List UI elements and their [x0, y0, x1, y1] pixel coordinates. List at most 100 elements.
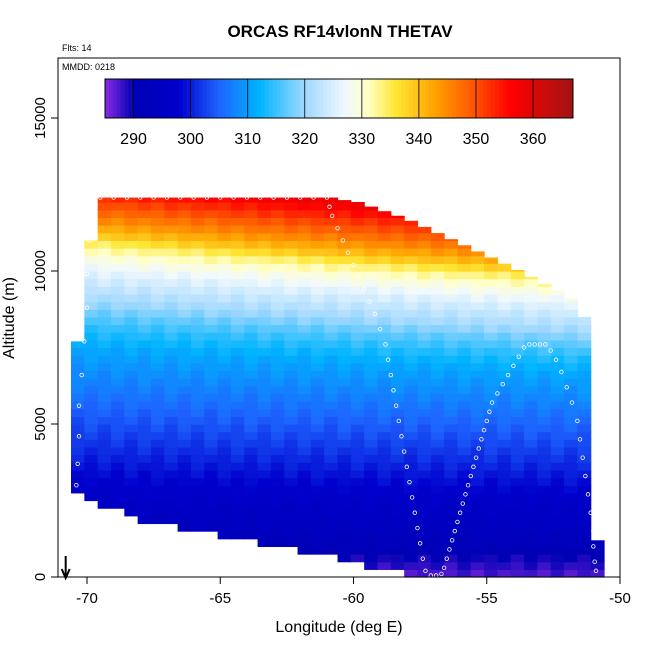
heatmap-cell: [217, 316, 232, 326]
heatmap-cell: [110, 248, 125, 257]
heatmap-cell: [230, 408, 245, 417]
colorbar-segment: [116, 79, 122, 118]
heatmap-cell: [137, 431, 152, 440]
heatmap-cell: [484, 370, 499, 379]
heatmap-cell: [417, 462, 432, 471]
heatmap-cell: [164, 263, 179, 272]
heatmap-cell: [390, 554, 405, 563]
x-tick-label: -70: [76, 590, 98, 607]
heatmap-cell: [350, 393, 365, 402]
heatmap-cell: [324, 316, 339, 326]
track-point: [356, 274, 362, 280]
heatmap-cell: [404, 416, 419, 425]
heatmap-cell: [430, 278, 445, 287]
track-point: [463, 492, 468, 497]
heatmap-cell: [364, 206, 379, 211]
heatmap-cell: [230, 255, 245, 264]
colorbar-segment: [120, 79, 125, 118]
track-point: [457, 510, 463, 515]
heatmap-cell: [377, 462, 392, 471]
heatmap-cell: [337, 225, 352, 234]
heatmap-cell: [324, 286, 339, 295]
heatmap-cell: [364, 301, 379, 310]
track-point: [367, 299, 372, 304]
heatmap-cell: [444, 240, 459, 249]
heatmap-cell: [484, 485, 499, 494]
heatmap-cell: [564, 401, 578, 410]
heatmap-cell: [97, 462, 112, 471]
colorbar-segment: [190, 79, 196, 118]
heatmap-cell: [550, 316, 565, 326]
heatmap-cell: [404, 255, 419, 264]
colorbar-segment: [537, 79, 543, 118]
heatmap-cell: [417, 446, 432, 456]
heatmap-cell: [537, 531, 552, 540]
heatmap-cell: [564, 393, 578, 402]
heatmap-cell: [177, 271, 192, 280]
heatmap-cell: [310, 485, 325, 494]
heatmap-cell: [110, 393, 125, 402]
heatmap-cell: [71, 378, 85, 387]
heatmap-cell: [97, 393, 112, 402]
heatmap-cell: [484, 538, 499, 547]
track-point: [218, 195, 223, 200]
heatmap-cell: [457, 245, 472, 249]
heatmap-cell: [124, 197, 139, 203]
heatmap-cell: [244, 225, 259, 234]
heatmap-cell: [484, 500, 499, 509]
heatmap-cell: [177, 286, 192, 295]
heatmap-cell: [497, 271, 512, 280]
heatmap-cell: [217, 523, 232, 532]
heatmap-cell: [324, 324, 339, 333]
track-point: [505, 372, 511, 378]
heatmap-cell: [457, 301, 472, 310]
colorbar-segment: [331, 79, 336, 118]
colorbar-segment: [409, 79, 414, 118]
heatmap-cell: [297, 469, 312, 479]
heatmap-cell: [177, 462, 192, 471]
heatmap-cell: [257, 278, 272, 287]
heatmap-cell: [230, 500, 245, 509]
arrow-head: [60, 568, 71, 581]
heatmap-cell: [444, 462, 459, 471]
colorbar-segment: [557, 79, 562, 118]
heatmap-cell: [417, 393, 432, 402]
heatmap-cell: [537, 508, 552, 517]
heatmap-cell: [270, 454, 285, 463]
heatmap-cell: [164, 431, 179, 440]
heatmap-cell: [230, 523, 245, 532]
heatmap-cell: [137, 446, 152, 456]
heatmap-cell: [310, 508, 325, 517]
heatmap-cell: [390, 332, 405, 341]
colorbar-segment: [124, 79, 129, 118]
heatmap-cell: [430, 248, 445, 257]
heatmap-cell: [430, 439, 445, 448]
heatmap-cell: [444, 523, 459, 532]
heatmap-cell: [577, 362, 592, 372]
heatmap-cell: [590, 540, 605, 547]
heatmap-cell: [390, 492, 405, 502]
heatmap-cell: [537, 462, 552, 471]
heatmap-cell: [497, 477, 512, 486]
heatmap-cell: [470, 339, 485, 349]
heatmap-cell: [510, 347, 525, 356]
heatmap-cell: [510, 401, 525, 410]
heatmap-cell: [350, 401, 365, 410]
colorbar-tick-label: 330: [348, 131, 375, 148]
heatmap-cell: [550, 546, 565, 555]
heatmap-cell: [270, 309, 285, 318]
heatmap-cell: [204, 431, 219, 440]
heatmap-cell: [230, 217, 245, 226]
heatmap-cell: [430, 324, 445, 333]
heatmap-cell: [310, 385, 325, 394]
heatmap-cell: [110, 469, 125, 479]
heatmap-cell: [430, 408, 445, 417]
heatmap-cell: [337, 271, 352, 280]
colorbar-segment: [128, 79, 133, 118]
heatmap-cell: [84, 378, 99, 387]
heatmap-cell: [390, 393, 405, 402]
heatmap-cell: [430, 546, 445, 555]
heatmap-cell: [524, 301, 538, 310]
heatmap-cell: [177, 301, 192, 310]
heatmap-cell: [270, 362, 285, 372]
